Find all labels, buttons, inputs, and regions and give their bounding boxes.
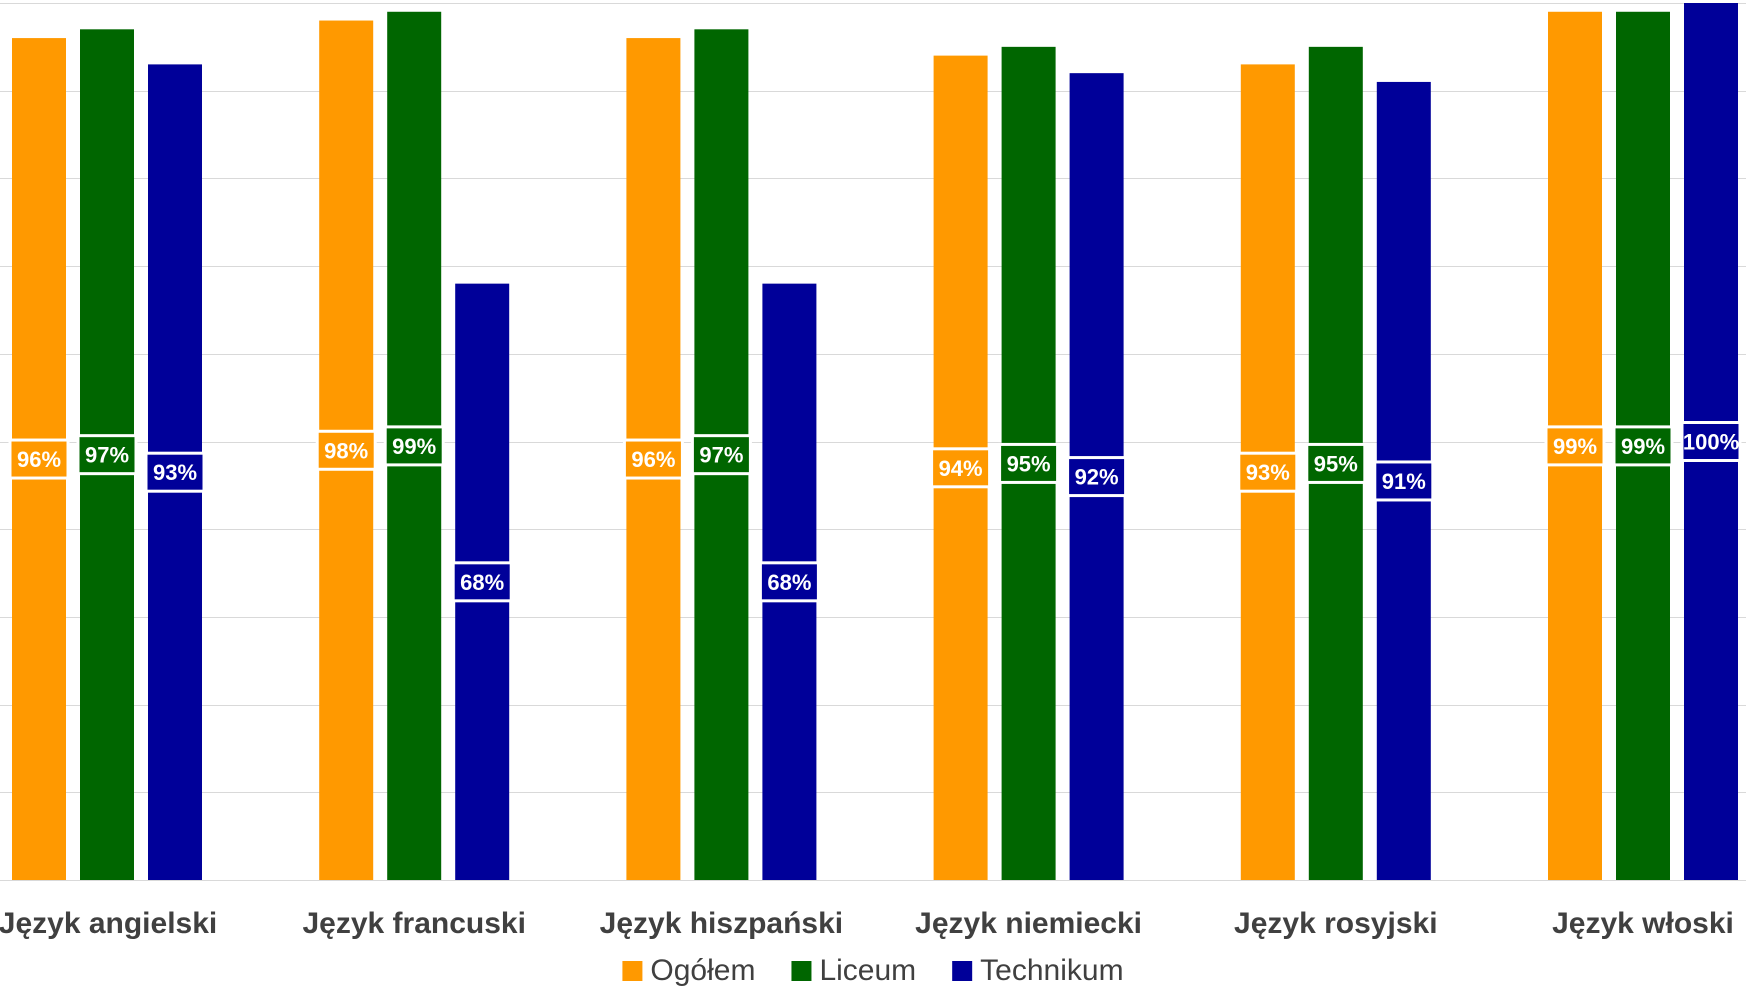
- data-label: 99%: [1553, 434, 1597, 459]
- data-label-box: [622, 438, 684, 480]
- data-label-box: [1305, 442, 1367, 484]
- data-label: 99%: [392, 434, 436, 459]
- data-label-box: [930, 447, 992, 489]
- data-label: 96%: [17, 447, 61, 472]
- data-label-box: [144, 451, 206, 493]
- category-label: Język angielski: [0, 907, 217, 940]
- category-label: Język francuski: [302, 907, 525, 940]
- gridlines: [0, 3, 1746, 793]
- data-label-box: [1373, 460, 1435, 502]
- category-labels: Język angielski Język francuski Język hisz…: [0, 907, 1734, 940]
- category-label: Język włoski: [1552, 907, 1734, 940]
- data-label: 97%: [699, 443, 743, 468]
- category-label: Język hiszpański: [600, 907, 843, 940]
- data-label-box: [1544, 425, 1606, 467]
- data-label-box: [1066, 456, 1128, 498]
- data-label: 93%: [1246, 460, 1290, 485]
- data-label: 94%: [939, 456, 983, 481]
- data-label: 68%: [767, 570, 811, 595]
- legend-swatch-ogolem: [622, 961, 643, 981]
- data-label-box: [758, 561, 820, 603]
- data-label-box: [1612, 425, 1674, 467]
- data-label: 95%: [1314, 451, 1358, 476]
- data-label-box: [451, 561, 513, 603]
- data-label-box: [1237, 451, 1299, 493]
- data-label: 92%: [1075, 465, 1119, 490]
- data-label: 98%: [324, 438, 368, 463]
- data-label-box: [1680, 421, 1742, 462]
- category-label: Język niemiecki: [915, 907, 1142, 940]
- data-label: 99%: [1621, 434, 1665, 459]
- data-label: 68%: [460, 570, 504, 595]
- data-label: 95%: [1007, 451, 1051, 476]
- data-label: 93%: [153, 460, 197, 485]
- legend-label-technikum: Technikum: [980, 954, 1123, 987]
- legend-swatch-technikum: [952, 961, 973, 981]
- legend-swatch-liceum: [791, 961, 812, 981]
- data-label: 96%: [631, 447, 675, 472]
- data-label-box: [8, 438, 70, 480]
- data-label-box: [315, 429, 377, 471]
- data-label-box: [690, 434, 752, 476]
- data-label: 97%: [85, 443, 129, 468]
- legend: Ogółem Liceum Technikum: [622, 954, 1124, 987]
- data-label: 100%: [1683, 430, 1739, 455]
- legend-label-ogolem: Ogółem: [650, 954, 755, 987]
- data-label-box: [76, 434, 138, 476]
- data-label-box: [383, 425, 445, 467]
- data-label-box: [998, 442, 1060, 484]
- category-label: Język rosyjski: [1234, 907, 1437, 940]
- bars: 96% 97% 93% 98% 99% 68% 96% 97% 68% 94% 95% 92% 93% 9…: [8, 3, 1742, 881]
- data-label: 91%: [1382, 469, 1426, 494]
- legend-label-liceum: Liceum: [819, 954, 916, 987]
